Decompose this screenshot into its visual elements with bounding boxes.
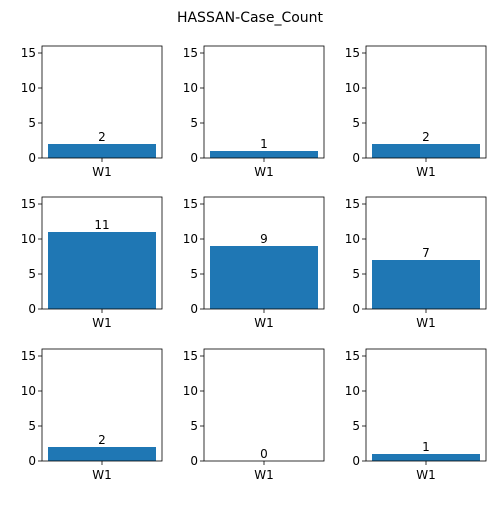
y-tick-label: 0 [352, 454, 360, 468]
data-label: 2 [422, 130, 430, 144]
data-label: 1 [260, 137, 268, 151]
data-label: 2 [98, 130, 106, 144]
axes-frame [203, 45, 325, 159]
y-tick-label: 5 [190, 116, 198, 130]
y-tick-label: 0 [190, 454, 198, 468]
x-tick-label: W1 [92, 316, 112, 330]
y-tick-label: 15 [21, 46, 36, 60]
y-tick-label: 5 [352, 116, 360, 130]
y-tick-label: 0 [28, 302, 36, 316]
y-tick-label: 10 [183, 384, 198, 398]
y-tick-label: 15 [345, 197, 360, 211]
subplot-6: 7 W1 0 5 10 15 [345, 196, 487, 330]
data-label: 11 [94, 218, 109, 232]
y-tick-label: 15 [183, 46, 198, 60]
bar [210, 151, 318, 158]
y-tick-label: 0 [190, 302, 198, 316]
axes-frame [365, 196, 487, 310]
y-tick-label: 0 [28, 151, 36, 165]
axes-frame [41, 196, 163, 310]
subplot-7: 2 W1 0 5 10 15 [21, 348, 163, 482]
subplot-3: 2 W1 0 5 10 15 [345, 45, 487, 179]
x-tick-label: W1 [92, 468, 112, 482]
x-tick-label: W1 [254, 468, 274, 482]
subplot-9: 1 W1 0 5 10 15 [345, 348, 487, 482]
y-tick-label: 0 [352, 151, 360, 165]
figure-title: HASSAN-Case_Count [177, 10, 324, 26]
axes-frame [203, 196, 325, 310]
y-tick-label: 0 [28, 454, 36, 468]
x-tick-label: W1 [416, 316, 436, 330]
data-label: 0 [260, 447, 268, 461]
axes-frame [203, 348, 325, 462]
subplot-grid: 2W10510151W10510152W105101511W10510159W1… [21, 45, 487, 482]
subplot-2: 1 W1 0 5 10 15 [183, 45, 325, 179]
x-tick-label: W1 [92, 165, 112, 179]
y-tick-label: 10 [21, 384, 36, 398]
y-tick-label: 5 [28, 419, 36, 433]
y-tick-label: 5 [190, 267, 198, 281]
axes-frame [365, 45, 487, 159]
y-tick-label: 10 [21, 81, 36, 95]
data-label: 9 [260, 232, 268, 246]
y-tick-label: 15 [345, 349, 360, 363]
y-tick-label: 0 [352, 302, 360, 316]
y-tick-label: 5 [352, 419, 360, 433]
data-label: 1 [422, 440, 430, 454]
y-tick-label: 10 [345, 81, 360, 95]
bar [372, 454, 480, 461]
y-tick-label: 10 [345, 384, 360, 398]
bar [210, 246, 318, 309]
y-tick-label: 10 [345, 232, 360, 246]
data-label: 2 [98, 433, 106, 447]
bar [48, 447, 156, 461]
subplot-5: 9 W1 0 5 10 15 [183, 196, 325, 330]
x-tick-label: W1 [416, 468, 436, 482]
axes-frame [41, 348, 163, 462]
y-tick-label: 5 [190, 419, 198, 433]
y-tick-label: 15 [183, 349, 198, 363]
y-tick-label: 0 [190, 151, 198, 165]
y-tick-label: 5 [352, 267, 360, 281]
subplot-8: 0 W1 0 5 10 15 [183, 348, 325, 482]
bar [372, 260, 480, 309]
bar [48, 144, 156, 158]
data-label: 7 [422, 246, 430, 260]
y-tick-label: 10 [183, 81, 198, 95]
x-tick-label: W1 [416, 165, 436, 179]
y-tick-label: 5 [28, 267, 36, 281]
bar [372, 144, 480, 158]
y-tick-label: 15 [345, 46, 360, 60]
axes-frame [365, 348, 487, 462]
bar [48, 232, 156, 309]
subplot-4: 11 W1 0 5 10 15 [21, 196, 163, 330]
x-tick-label: W1 [254, 165, 274, 179]
y-tick-label: 15 [21, 349, 36, 363]
axes-frame [41, 45, 163, 159]
y-tick-label: 10 [21, 232, 36, 246]
y-tick-label: 15 [183, 197, 198, 211]
y-tick-label: 10 [183, 232, 198, 246]
y-tick-label: 5 [28, 116, 36, 130]
subplot-1: 2 W1 0 5 10 15 [21, 45, 163, 179]
x-tick-label: W1 [254, 316, 274, 330]
y-tick-label: 15 [21, 197, 36, 211]
